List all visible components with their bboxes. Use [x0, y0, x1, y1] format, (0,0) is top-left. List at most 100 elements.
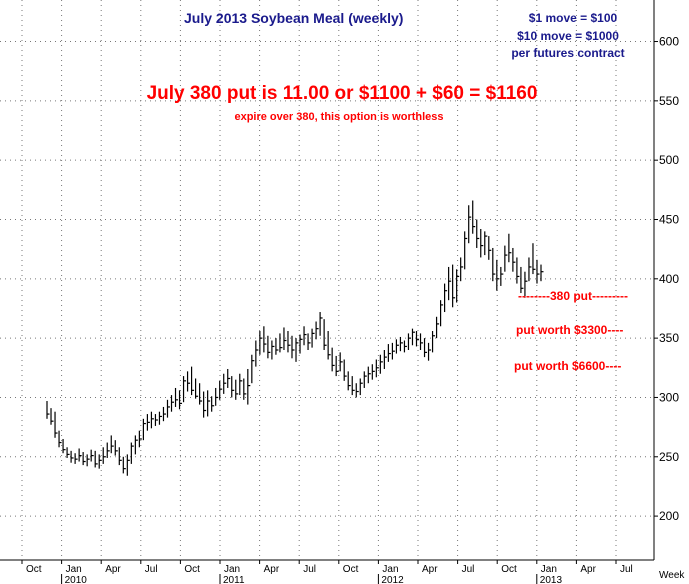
price-bar [295, 338, 299, 362]
price-bar [170, 395, 175, 412]
year-label: 2010 [65, 575, 88, 584]
x-tick-label: Jul [462, 564, 475, 575]
price-bar [532, 243, 536, 275]
price-bar [102, 447, 106, 464]
price-bar [86, 454, 90, 467]
price-bar [203, 391, 207, 418]
price-bar [431, 331, 436, 353]
price-bar [472, 200, 476, 234]
price-bar [70, 450, 74, 463]
price-bar [78, 448, 82, 462]
x-tick-label: Oct [343, 564, 359, 575]
price-bar [195, 378, 199, 399]
x-tick-label: Oct [184, 564, 200, 575]
price-bars [46, 200, 544, 476]
price-bar [267, 335, 271, 359]
price-bar [323, 319, 327, 350]
price-bar [239, 373, 243, 396]
price-bar [247, 368, 251, 405]
price-bar [307, 333, 311, 350]
price-bar [355, 383, 359, 398]
price-bar [162, 406, 166, 422]
price-bar [287, 331, 291, 353]
price-bar [460, 257, 464, 282]
x-tick-label: Jul [620, 564, 633, 575]
y-tick-label: 500 [659, 153, 679, 167]
price-bar [452, 264, 456, 308]
x-tick-label: Apr [422, 564, 438, 575]
price-bar [359, 378, 363, 396]
price-bar [407, 333, 411, 350]
price-bar [464, 231, 468, 270]
y-tick-label: 300 [659, 390, 679, 404]
price-bar [299, 334, 303, 354]
x-tick-label: Apr [580, 564, 596, 575]
price-bar [223, 373, 227, 394]
price-bar [484, 231, 488, 256]
price-bar [500, 266, 504, 286]
price-bar [66, 447, 70, 458]
price-bar [291, 335, 295, 359]
price-bar [174, 387, 179, 407]
price-bar [199, 383, 203, 405]
price-bar [516, 257, 520, 284]
price-bar [251, 354, 255, 384]
price-bar [524, 271, 528, 298]
price-bar [219, 380, 223, 400]
x-tick-label: Apr [105, 564, 121, 575]
price-bar [387, 344, 391, 362]
price-bar [343, 359, 347, 381]
y-tick-label: 200 [659, 509, 679, 523]
price-bar [347, 371, 351, 391]
price-bar [435, 316, 440, 339]
year-label: 2013 [540, 575, 563, 584]
y-tick-labels: 200 250 300 350 400 450 500 550 600 [654, 35, 679, 523]
price-bar [166, 399, 170, 418]
price-bar [508, 233, 512, 263]
x-month-labels: Oct Jan Apr Jul Oct Jan Apr Jul Oct Jan Apr Jul Oct J… [21, 560, 633, 575]
price-bar [207, 390, 211, 417]
price-bar [339, 352, 343, 372]
price-bar [106, 442, 110, 458]
price-bar [403, 340, 407, 353]
price-bar [456, 269, 460, 303]
price-bar [275, 338, 279, 355]
x-unit-label: Week [659, 570, 685, 581]
year-label: 2011 [223, 575, 245, 584]
price-bar [303, 326, 307, 346]
price-bar [411, 328, 415, 346]
x-tick-label: Jan [541, 564, 557, 575]
price-bar [186, 371, 191, 392]
annotation-380-put: --------380 put--------- [518, 289, 628, 303]
price-bar [263, 326, 267, 353]
price-bar [98, 454, 102, 469]
price-bar [504, 245, 508, 272]
price-bar [311, 328, 315, 348]
x-year-labels: 2010 2011 2012 2013 [61, 574, 563, 584]
price-bar [142, 418, 146, 441]
x-tick-label: Jul [145, 564, 158, 575]
price-bar [271, 340, 275, 360]
price-bar [134, 435, 138, 455]
annotation-put-3300: put worth $3300---- [516, 323, 623, 337]
price-bar [231, 376, 235, 398]
price-bar [82, 452, 86, 466]
price-bar [150, 411, 154, 429]
subheadline: expire over 380, this option is worthles… [234, 111, 443, 123]
price-bar [395, 339, 399, 354]
price-bar [444, 283, 448, 313]
x-tick-label: Jan [224, 564, 240, 575]
price-bar [315, 321, 319, 340]
price-bar [227, 368, 231, 388]
price-bar [512, 247, 516, 272]
price-bar [391, 342, 395, 360]
year-label: 2012 [381, 575, 404, 584]
x-tick-label: Jul [303, 564, 316, 575]
price-bar [146, 414, 150, 431]
price-bar [74, 453, 78, 464]
note-1: $1 move = $100 [529, 11, 618, 25]
price-bar [190, 366, 195, 396]
y-tick-label: 450 [659, 212, 679, 226]
price-bar [94, 450, 98, 468]
